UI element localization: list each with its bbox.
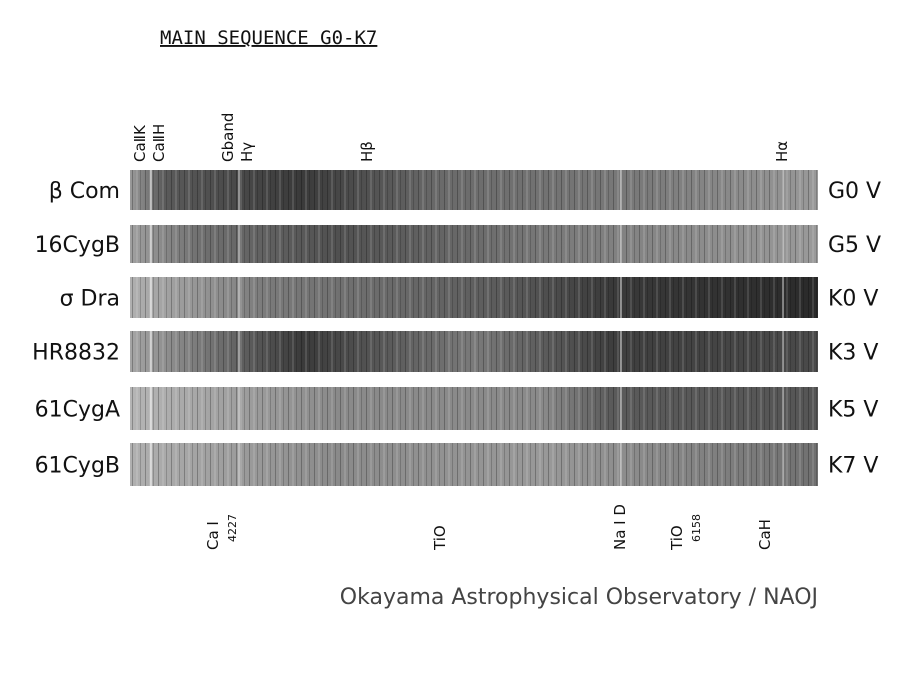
spectral-type: K5 V: [828, 398, 878, 423]
spectral-type: K7 V: [828, 454, 878, 479]
spectral-line: [620, 170, 622, 210]
bottom-line-sub: 4227: [226, 514, 239, 542]
top-line-label: Hγ: [238, 142, 256, 162]
spectral-line: [782, 331, 784, 372]
spectral-line: [782, 277, 784, 318]
bottom-line-label: Ca I: [204, 521, 222, 550]
spectral-line: [150, 443, 152, 486]
spectral-line: [150, 277, 152, 318]
bottom-line-label: CaH: [756, 519, 774, 550]
top-line-label: Gband: [219, 113, 237, 162]
spectral-type: K0 V: [828, 287, 878, 312]
star-name: 61CygB: [35, 454, 120, 479]
spectral-line: [150, 225, 152, 263]
top-line-label: CaⅡK: [131, 124, 149, 162]
spectral-line: [238, 443, 240, 486]
bottom-line-label: TiO: [668, 525, 686, 551]
spectral-line: [150, 331, 152, 372]
spectral-line: [782, 443, 784, 486]
spectral-line: [238, 331, 240, 372]
spectral-line: [620, 443, 622, 486]
star-name: β Com: [49, 179, 120, 204]
spectral-type: K3 V: [828, 341, 878, 366]
spectral-line: [782, 387, 784, 430]
spectral-line: [620, 277, 622, 318]
bottom-line-label: Na I D: [611, 504, 629, 550]
spectral-type: G0 V: [828, 179, 881, 204]
spectral-line: [238, 170, 240, 210]
bottom-line-label: TiO: [431, 525, 449, 551]
spectral-line: [782, 170, 784, 210]
star-name: σ Dra: [60, 287, 120, 312]
spectral-line: [620, 387, 622, 430]
spectrum-texture: [130, 225, 818, 263]
spectral-line: [150, 387, 152, 430]
title: MAIN SEQUENCE G0-K7: [160, 27, 377, 49]
top-line-label: Hβ: [358, 141, 376, 162]
star-name: 61CygA: [35, 398, 120, 423]
spectral-line: [150, 170, 152, 210]
credit: Okayama Astrophysical Observatory / NAOJ: [340, 585, 818, 610]
bottom-line-sub: 6158: [690, 514, 703, 542]
spectrum-texture: [130, 443, 818, 486]
spectrum-texture: [130, 387, 818, 430]
spectral-line: [620, 225, 622, 263]
spectral-type: G5 V: [828, 233, 881, 258]
top-line-label: Hα: [773, 141, 791, 162]
star-name: 16CygB: [35, 233, 120, 258]
spectral-line: [620, 331, 622, 372]
spectrum-texture: [130, 277, 818, 318]
spectrum-texture: [130, 170, 818, 210]
spectrum-texture: [130, 331, 818, 372]
spectral-line: [238, 225, 240, 263]
spectral-line: [238, 277, 240, 318]
top-line-label: CaⅡH: [150, 124, 168, 162]
star-name: HR8832: [32, 341, 120, 366]
spectral-line: [238, 387, 240, 430]
spectral-line: [782, 225, 784, 263]
